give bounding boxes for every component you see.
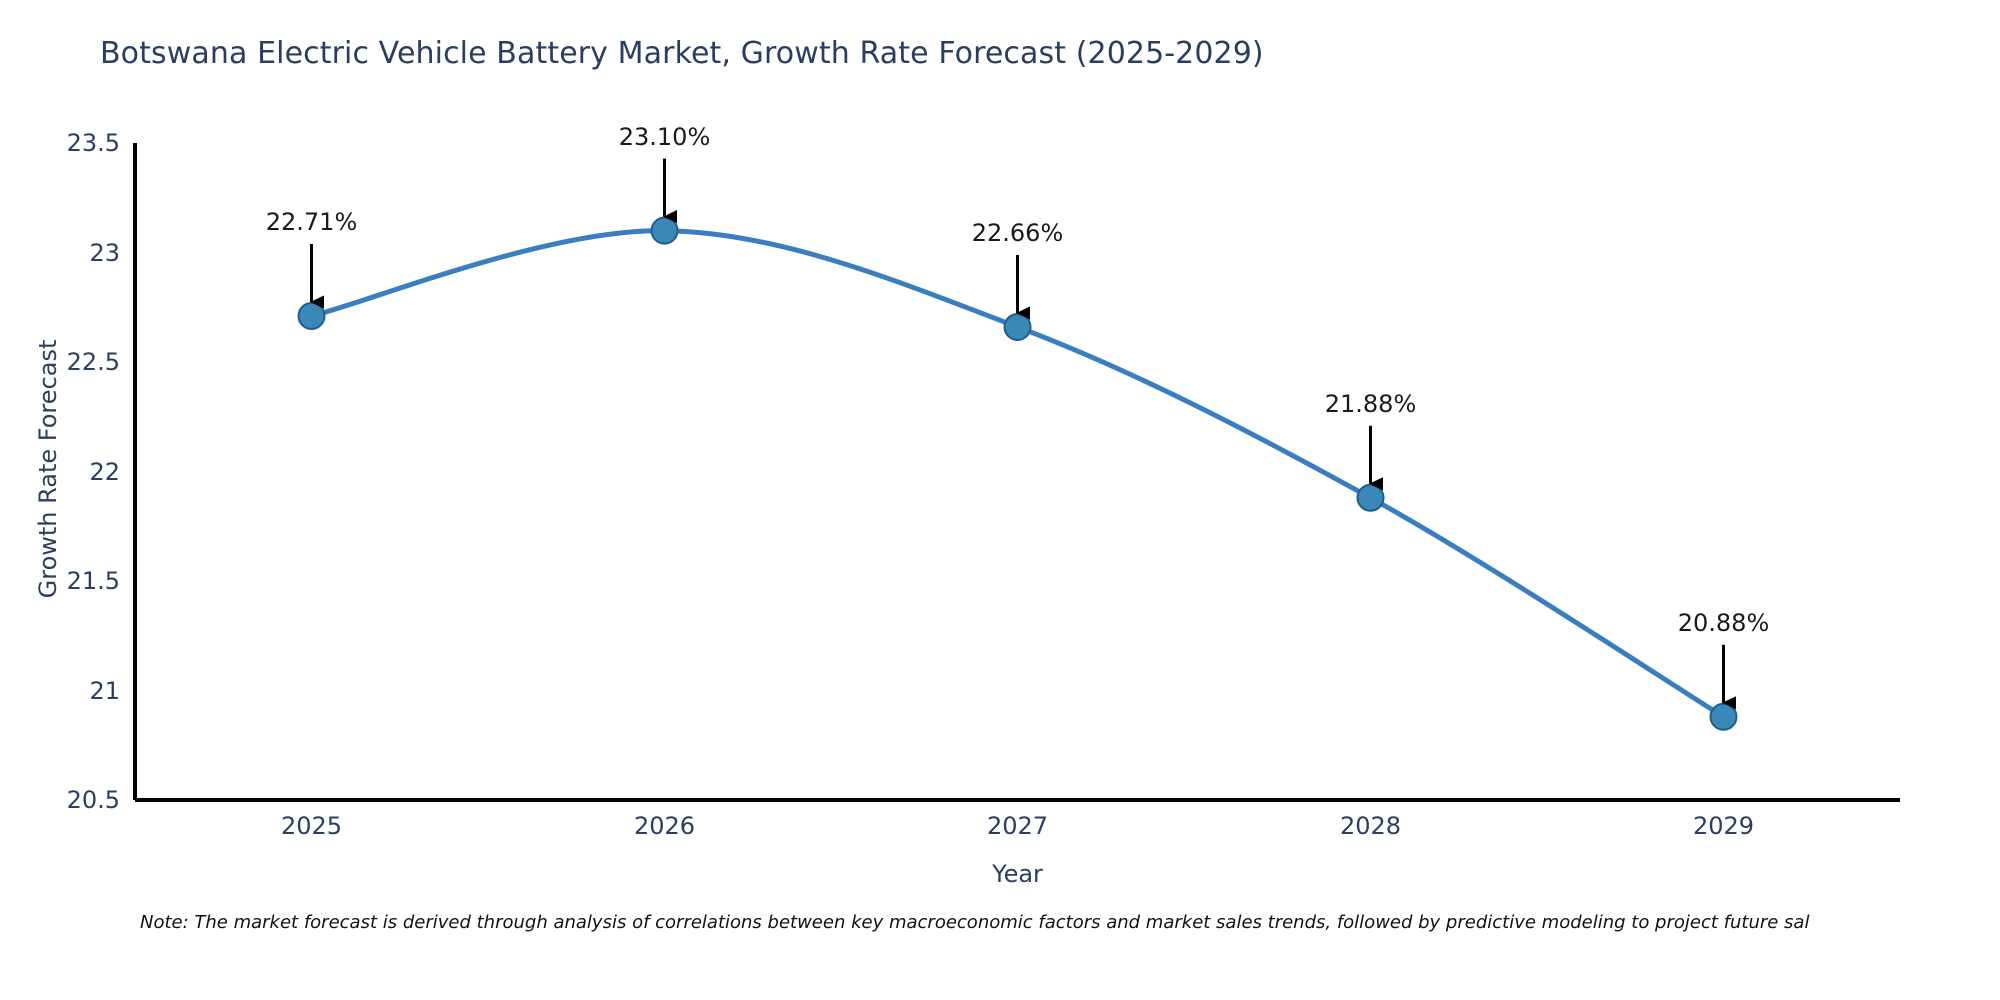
data-point-marker[interactable] bbox=[297, 302, 326, 331]
annotation-arrows bbox=[310, 158, 1737, 710]
data-markers bbox=[297, 216, 1738, 731]
y-tick-label: 22.5 bbox=[66, 348, 120, 376]
y-tick-label: 21.5 bbox=[66, 567, 120, 595]
y-tick-label: 21 bbox=[89, 676, 120, 705]
data-point-label: 20.88% bbox=[1677, 608, 1770, 637]
data-point-label: 22.66% bbox=[971, 218, 1064, 247]
x-tick-label: 2029 bbox=[1692, 812, 1755, 840]
y-axis-tick-labels: 20.5 21 21.5 22 22.5 23 23.5 bbox=[0, 0, 120, 1000]
x-tick-label: 2028 bbox=[1339, 812, 1402, 840]
data-point-label: 21.88% bbox=[1324, 389, 1417, 418]
data-point-marker[interactable] bbox=[1709, 702, 1738, 731]
data-point-label: 23.10% bbox=[618, 122, 711, 151]
chart-note: Note: The market forecast is derived thr… bbox=[140, 912, 1810, 933]
x-axis-title: Year bbox=[992, 860, 1043, 888]
y-tick-label: 22 bbox=[89, 457, 120, 486]
data-point-label: 22.71% bbox=[265, 208, 358, 236]
data-point-marker[interactable] bbox=[650, 216, 679, 245]
x-tick-label: 2025 bbox=[280, 812, 343, 840]
x-tick-label: 2026 bbox=[633, 812, 696, 840]
chart-title: Botswana Electric Vehicle Battery Market… bbox=[100, 36, 1264, 71]
data-point-marker[interactable] bbox=[1356, 483, 1385, 512]
y-tick-label: 23 bbox=[89, 238, 120, 267]
data-point-marker[interactable] bbox=[1003, 312, 1032, 341]
y-tick-label: 20.5 bbox=[66, 786, 120, 814]
y-tick-label: 23.5 bbox=[66, 129, 120, 157]
x-tick-label: 2027 bbox=[986, 812, 1049, 840]
